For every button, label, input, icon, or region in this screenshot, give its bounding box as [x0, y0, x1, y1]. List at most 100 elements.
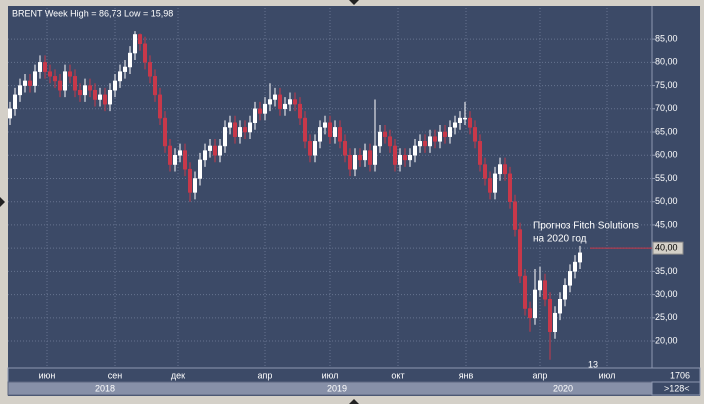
candle-body [108, 89, 112, 105]
candle-body [58, 80, 62, 91]
candle-body [178, 150, 182, 156]
candle-body [528, 308, 532, 319]
candle-body [453, 122, 457, 128]
x-tick-label: апр [533, 370, 548, 380]
candle-body [473, 127, 477, 142]
candle-body [373, 145, 377, 165]
candle-body [138, 34, 142, 45]
candle-body [288, 99, 292, 105]
y-tick-label: 75,00 [655, 80, 678, 90]
candle-body [278, 94, 282, 110]
forecast-label: 40,00 [655, 243, 678, 253]
candle-body [478, 141, 482, 165]
candle-body [183, 150, 187, 170]
candle-body [93, 89, 97, 100]
candle-body [43, 62, 47, 72]
candle-body [113, 80, 117, 91]
candle-body [363, 150, 367, 161]
candle-body [383, 131, 387, 137]
candle-body [258, 108, 262, 114]
candle-body [98, 94, 102, 100]
candle-body [448, 127, 452, 137]
candle-body [468, 117, 472, 128]
candle-body [533, 289, 537, 319]
x-tick-label: дек [171, 370, 185, 380]
candle-body [238, 127, 242, 137]
y-tick-label: 70,00 [655, 103, 678, 113]
candle-body [33, 71, 37, 86]
candle-body [13, 94, 17, 110]
candle-body [563, 285, 567, 300]
candle-body [263, 103, 267, 114]
candle-body [173, 155, 177, 165]
candle-body [523, 275, 527, 309]
y-tick-label: 20,00 [655, 335, 678, 345]
candle-body [68, 71, 72, 77]
candle-body [483, 164, 487, 179]
y-tick-label: 55,00 [655, 173, 678, 183]
candle-body [53, 76, 57, 82]
candle-body [18, 85, 22, 96]
candle-body [318, 127, 322, 142]
candle-body [553, 312, 557, 333]
candle-body [458, 117, 462, 123]
candle-body [543, 280, 547, 300]
candle-body [343, 141, 347, 156]
y-tick-label: 25,00 [655, 312, 678, 322]
candle-body [148, 62, 152, 77]
x-tick-label: янв [459, 370, 474, 380]
candle-body [233, 122, 237, 137]
candle-body [143, 43, 147, 63]
plot-background [8, 6, 700, 396]
candle-body [493, 173, 497, 193]
candle-body [378, 131, 382, 147]
candle-body [243, 127, 247, 133]
candle-body [23, 80, 27, 86]
candle-body [38, 62, 42, 72]
candle-body [283, 103, 287, 110]
candle-body [158, 94, 162, 119]
candle-body [73, 76, 77, 91]
candle-body [488, 178, 492, 193]
candle-body [513, 201, 517, 230]
candle-body [83, 85, 87, 96]
candle-body [328, 122, 332, 137]
candle-body [388, 136, 392, 147]
candle-body [573, 261, 577, 272]
candle-body [103, 94, 107, 105]
candle-body [313, 141, 317, 156]
candle-body [353, 155, 357, 170]
candle-body [413, 145, 417, 156]
candle-body [213, 145, 217, 156]
candle-body [223, 127, 227, 147]
candle-body [568, 271, 572, 286]
candle-body [28, 80, 32, 86]
candle-body [188, 168, 192, 193]
forecast-label-box [652, 241, 684, 255]
candle-body [303, 117, 307, 142]
y-tick-label: 60,00 [655, 150, 678, 160]
candle-body [153, 76, 157, 96]
zoom: >128< [664, 383, 690, 393]
counter: 13 [588, 359, 598, 369]
y-tick-label: 50,00 [655, 196, 678, 206]
candle-body [418, 141, 422, 147]
y-tick-label: 85,00 [655, 33, 678, 43]
x-tick-label: апр [258, 370, 273, 380]
candle-body [293, 99, 297, 105]
candle-body [63, 71, 67, 91]
candle-body [308, 141, 312, 156]
marker-top [349, 0, 359, 5]
candle-body [518, 229, 522, 277]
candle-body [123, 66, 127, 72]
year-label: 2019 [327, 383, 347, 393]
bar-count: 1706 [670, 370, 690, 380]
status-band [651, 381, 701, 396]
candle-body [208, 145, 212, 151]
candle-body [253, 108, 257, 123]
candle-body [538, 280, 542, 291]
candle-body [508, 173, 512, 202]
year-label: 2020 [553, 383, 573, 393]
candle-body [423, 141, 427, 147]
